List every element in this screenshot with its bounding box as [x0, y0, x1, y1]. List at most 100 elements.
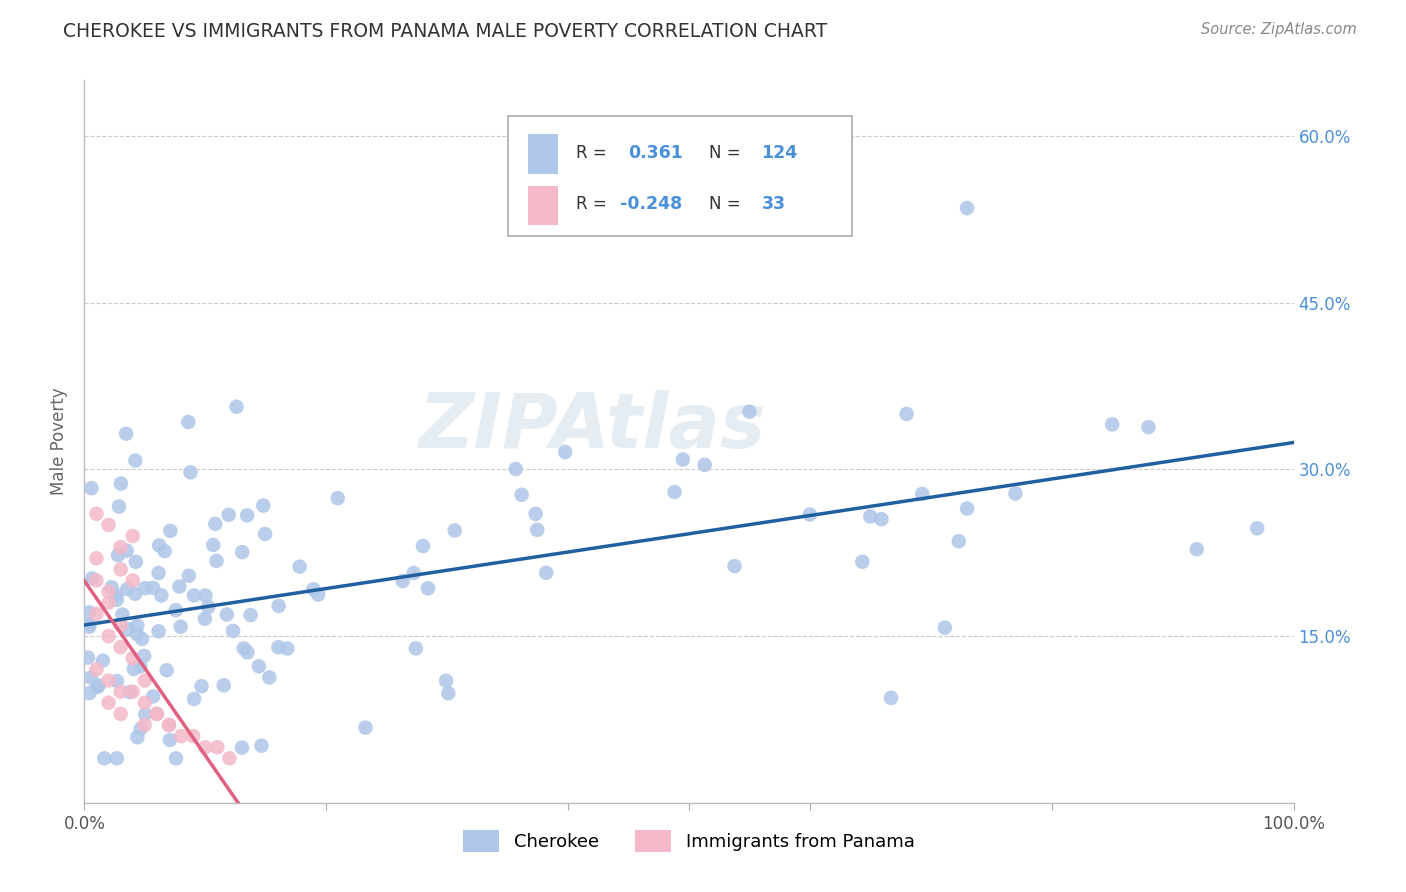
Point [165, 751, 187, 765]
Point [239, 607, 262, 622]
Point [672, 452, 695, 467]
Text: ZIPAtlas: ZIPAtlas [419, 390, 766, 464]
Point [97, 673, 120, 688]
Point [723, 559, 745, 574]
Point [79, 686, 101, 700]
Bar [529, 134, 558, 174]
Point [121, 529, 143, 543]
Point [146, 706, 169, 721]
Point [181, 729, 204, 743]
Point [117, 582, 139, 596]
Text: R =: R = [576, 144, 607, 162]
Point [153, 544, 176, 558]
Point [105, 751, 128, 765]
Point [108, 500, 131, 514]
Point [86, 574, 108, 588]
Point [267, 599, 290, 613]
Point [97, 584, 120, 599]
Point [110, 706, 132, 721]
Point [80, 481, 103, 495]
Point [250, 739, 273, 753]
Point [911, 487, 934, 501]
Point [134, 718, 156, 732]
Point [129, 659, 152, 673]
Point [218, 508, 240, 522]
Point [215, 607, 238, 622]
Point [125, 627, 148, 641]
Point [169, 580, 191, 594]
Point [416, 582, 439, 596]
Point [86, 551, 108, 566]
Point [505, 462, 527, 476]
Point [412, 539, 434, 553]
Point [148, 624, 170, 639]
Point [142, 581, 165, 595]
Point [225, 400, 247, 414]
Point [204, 516, 226, 531]
Point [232, 641, 254, 656]
Point [107, 548, 129, 562]
Point [434, 673, 457, 688]
Point [1004, 486, 1026, 500]
Point [127, 731, 149, 745]
Point [222, 624, 245, 638]
FancyBboxPatch shape [508, 116, 852, 235]
Point [510, 488, 533, 502]
Point [205, 554, 228, 568]
Text: 124: 124 [762, 144, 797, 162]
Point [122, 662, 145, 676]
Point [86, 507, 108, 521]
Point [80, 671, 103, 685]
Point [142, 690, 165, 704]
Point [165, 603, 187, 617]
Point [231, 740, 253, 755]
Point [134, 707, 156, 722]
Point [194, 740, 217, 755]
Point [179, 465, 201, 479]
Point [97, 596, 120, 610]
Point [194, 612, 217, 626]
Point [77, 617, 100, 632]
Point [443, 524, 465, 538]
Point [77, 620, 100, 634]
Point [115, 426, 138, 441]
Point [207, 740, 229, 755]
Point [93, 751, 115, 765]
Point [134, 696, 156, 710]
Point [437, 686, 460, 700]
Point [693, 458, 716, 472]
Point [110, 540, 132, 554]
Point [91, 654, 114, 668]
Point [956, 501, 979, 516]
Point [111, 607, 134, 622]
Point [956, 201, 979, 215]
Point [129, 722, 152, 736]
Point [236, 645, 259, 659]
Point [121, 574, 143, 588]
Text: Source: ZipAtlas.com: Source: ZipAtlas.com [1201, 22, 1357, 37]
Legend: Cherokee, Immigrants from Panama: Cherokee, Immigrants from Panama [456, 822, 922, 859]
Point [859, 509, 882, 524]
Point [125, 555, 148, 569]
Point [148, 566, 170, 580]
Point [115, 543, 138, 558]
Point [851, 555, 873, 569]
Point [77, 650, 100, 665]
Point [150, 589, 173, 603]
Text: -0.248: -0.248 [620, 195, 682, 213]
Point [110, 476, 132, 491]
Point [194, 589, 217, 603]
Point [880, 690, 903, 705]
Point [247, 659, 270, 673]
Point [288, 559, 311, 574]
Point [105, 588, 128, 602]
Point [134, 673, 156, 688]
Point [127, 618, 149, 632]
Point [190, 679, 212, 693]
Point [326, 491, 349, 505]
Point [307, 588, 329, 602]
Point [354, 721, 377, 735]
Point [799, 508, 821, 522]
Point [534, 566, 557, 580]
Point [148, 538, 170, 552]
